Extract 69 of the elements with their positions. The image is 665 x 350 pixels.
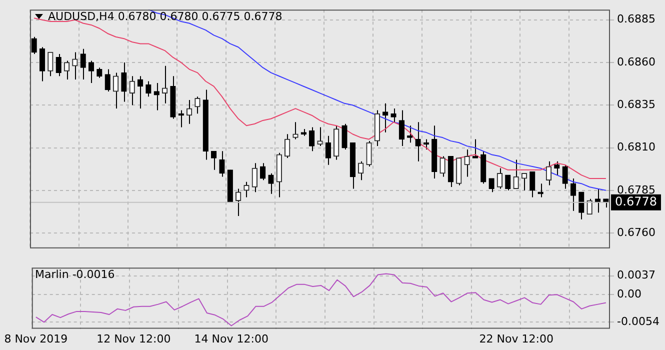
candlestick [464, 148, 470, 178]
chart-title: Marlin -0.0016 [35, 268, 115, 281]
candlestick [488, 178, 494, 193]
x-tick-label: 12 Nov 12:00 [96, 332, 171, 346]
candlestick [31, 36, 37, 54]
candlestick [562, 164, 568, 190]
candlestick [121, 62, 127, 102]
candlestick [309, 126, 315, 152]
candlestick [423, 138, 430, 150]
x-tick-label: 14 Nov 12:00 [194, 332, 268, 346]
candlestick [505, 174, 511, 191]
candlestick [72, 52, 78, 80]
candlestick [398, 110, 405, 147]
candlestick [219, 150, 225, 178]
y-tick-label: -0.0054 [617, 315, 660, 328]
candlestick [570, 178, 576, 212]
candlestick [48, 52, 54, 77]
candlestick [244, 181, 250, 198]
candlestick [513, 159, 519, 190]
candlestick [366, 140, 372, 168]
candlestick [260, 162, 266, 181]
candlestick [186, 100, 192, 124]
candlestick [268, 172, 274, 194]
candlestick [80, 48, 86, 80]
candlestick [358, 160, 364, 181]
candlestick [39, 46, 46, 82]
candlestick [210, 150, 217, 170]
candlestick [546, 160, 552, 186]
candlestick [594, 188, 601, 214]
candlestick [154, 82, 160, 111]
candlestick [496, 168, 503, 190]
candlestick [325, 135, 331, 166]
candlestick [162, 65, 168, 104]
y-tick-label: 0.6810 [617, 140, 656, 154]
candlestick [440, 156, 446, 178]
candlestick [56, 53, 62, 77]
candlestick [64, 60, 70, 80]
candlestick [554, 160, 560, 176]
y-tick-label: 0.6785 [617, 183, 656, 196]
candlestick [538, 183, 544, 198]
candlestick [578, 192, 584, 220]
candlestick [382, 102, 388, 133]
candlestick [235, 188, 242, 216]
candlestick [317, 126, 323, 147]
candlestick [342, 123, 348, 150]
candlestick [292, 122, 298, 140]
candlestick [137, 76, 144, 110]
candlestick [415, 122, 421, 162]
candlestick [521, 172, 528, 191]
y-tick-label: 0.6835 [617, 98, 656, 111]
x-tick-label: 22 Nov 12:00 [479, 332, 554, 346]
candlestick [252, 162, 258, 193]
candlestick [284, 134, 290, 158]
ref-line-label: 0.6778 [615, 194, 657, 208]
candlestick [390, 108, 396, 123]
candlestick [530, 171, 536, 198]
y-tick-label: 0.00 [617, 287, 642, 300]
candlestick [178, 110, 184, 128]
y-tick-label: 0.0037 [617, 268, 656, 282]
candlestick [586, 198, 592, 215]
candlestick [88, 60, 94, 84]
candlestick [112, 72, 119, 110]
y-tick-label: 0.6860 [617, 55, 656, 68]
y-tick-label: 0.6760 [617, 226, 656, 239]
x-tick-label: 8 Nov 2019 [4, 332, 68, 346]
candlestick [104, 68, 110, 92]
candlestick [194, 96, 200, 114]
candlestick [129, 76, 135, 106]
y-tick-label: 0.6885 [617, 12, 656, 26]
